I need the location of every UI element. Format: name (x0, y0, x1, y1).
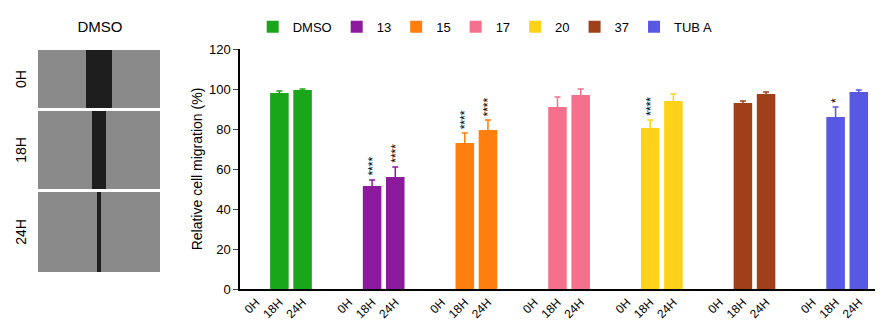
svg-text:18H: 18H (538, 296, 563, 321)
svg-text:0H: 0H (335, 296, 356, 317)
svg-text:0H: 0H (520, 296, 541, 317)
svg-text:18H: 18H (260, 296, 285, 321)
svg-text:80: 80 (216, 122, 230, 137)
svg-text:18H: 18H (446, 296, 471, 321)
svg-text:120: 120 (209, 42, 231, 57)
svg-text:24H: 24H (376, 296, 401, 321)
svg-text:TUB A: TUB A (674, 20, 712, 35)
svg-text:100: 100 (209, 82, 231, 97)
svg-text:24H: 24H (562, 296, 587, 321)
svg-text:18H: 18H (724, 296, 749, 321)
svg-text:****: **** (644, 97, 658, 116)
svg-text:24H: 24H (469, 296, 494, 321)
svg-text:13: 13 (377, 20, 391, 35)
svg-text:24H: 24H (747, 296, 772, 321)
svg-text:0H: 0H (427, 296, 448, 317)
svg-text:20: 20 (555, 20, 569, 35)
svg-text:0H: 0H (613, 296, 634, 317)
svg-text:DMSO: DMSO (293, 20, 332, 35)
svg-text:24H: 24H (654, 296, 679, 321)
svg-text:****: **** (389, 144, 403, 163)
svg-text:40: 40 (216, 202, 230, 217)
svg-text:60: 60 (216, 162, 230, 177)
svg-text:0: 0 (223, 282, 230, 297)
svg-text:18H: 18H (13, 137, 29, 163)
svg-text:0H: 0H (242, 296, 263, 317)
svg-text:DMSO: DMSO (78, 18, 123, 35)
svg-text:****: **** (366, 157, 380, 176)
svg-text:0H: 0H (13, 70, 29, 88)
svg-text:*: * (829, 98, 843, 103)
svg-text:24H: 24H (13, 219, 29, 245)
svg-text:18H: 18H (353, 296, 378, 321)
svg-text:24H: 24H (840, 296, 865, 321)
svg-text:37: 37 (615, 20, 629, 35)
svg-text:24H: 24H (283, 296, 308, 321)
svg-text:Relative cell migration (%): Relative cell migration (%) (189, 88, 205, 251)
svg-text:****: **** (481, 97, 495, 116)
svg-text:18H: 18H (631, 296, 656, 321)
svg-text:15: 15 (436, 20, 450, 35)
svg-text:****: **** (458, 110, 472, 129)
svg-text:0H: 0H (705, 296, 726, 317)
svg-text:17: 17 (496, 20, 510, 35)
svg-text:0H: 0H (798, 296, 819, 317)
svg-text:20: 20 (216, 242, 230, 257)
svg-text:18H: 18H (816, 296, 841, 321)
